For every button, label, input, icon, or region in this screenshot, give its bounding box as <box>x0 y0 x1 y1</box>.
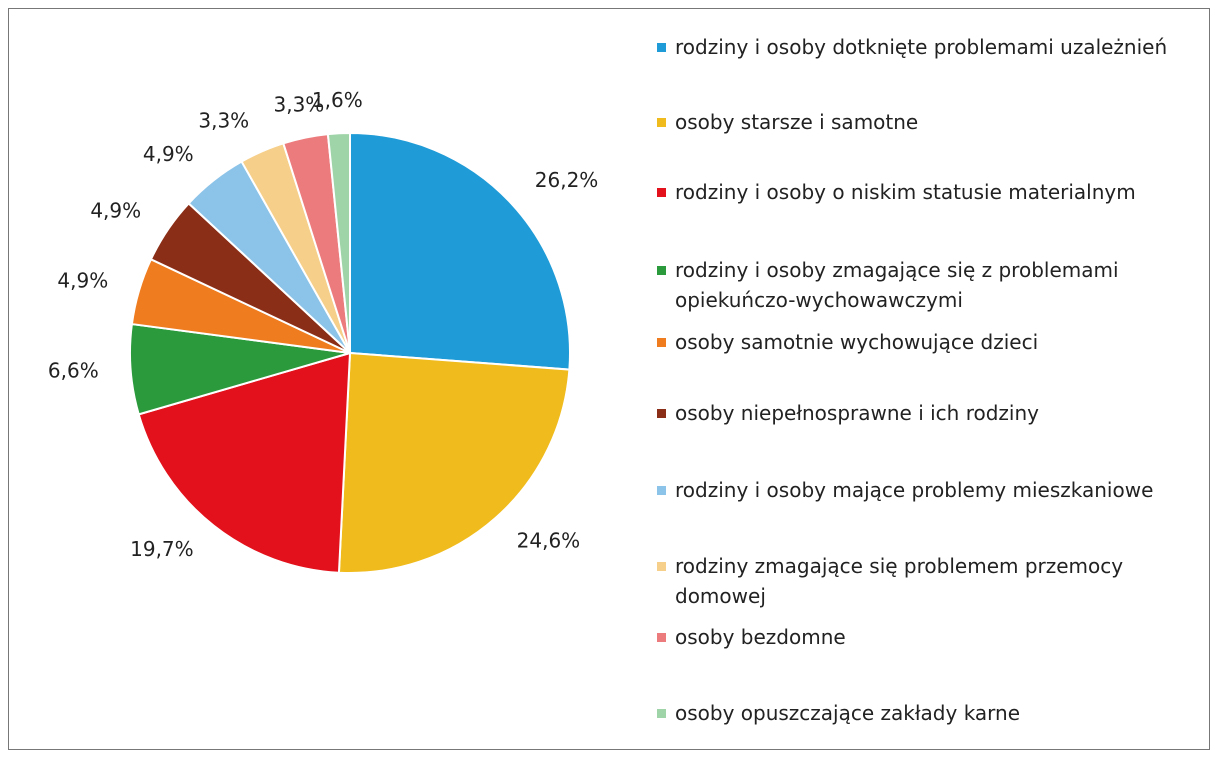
pie-slice <box>337 351 571 574</box>
data-label: 1,6% <box>312 88 363 112</box>
legend-swatch <box>657 118 666 127</box>
legend-label: rodziny i osoby zmagające się z problema… <box>675 258 1119 312</box>
legend-item: rodziny i osoby mające problemy mieszkan… <box>655 475 1200 505</box>
data-label: 4,9% <box>90 199 141 223</box>
legend-swatch <box>657 486 666 495</box>
legend-swatch <box>657 188 666 197</box>
legend-swatch <box>657 633 666 642</box>
legend-label: rodziny i osoby dotknięte problemami uza… <box>675 35 1168 59</box>
pie-slice <box>137 351 352 574</box>
legend-item: osoby niepełnosprawne i ich rodziny <box>655 398 1200 428</box>
legend-swatch <box>657 43 666 52</box>
data-label: 3,3% <box>273 93 324 117</box>
pie-slice <box>326 131 351 354</box>
data-label: 6,6% <box>48 358 99 382</box>
legend-item: rodziny i osoby o niskim statusie materi… <box>655 177 1200 207</box>
pie-slice <box>349 131 571 371</box>
data-label: 4,9% <box>143 142 194 166</box>
data-label: 26,2% <box>535 168 599 192</box>
legend-item: rodziny i osoby dotknięte problemami uza… <box>655 32 1200 62</box>
chart-frame <box>8 8 1210 750</box>
legend-swatch <box>657 266 666 275</box>
data-label: 3,3% <box>198 109 249 133</box>
legend-label: osoby bezdomne <box>675 625 846 649</box>
legend-item: osoby bezdomne <box>655 622 1200 652</box>
legend-item: osoby starsze i samotne <box>655 107 1200 137</box>
data-label: 24,6% <box>517 529 581 553</box>
legend-item: osoby opuszczające zakłady karne <box>655 698 1200 728</box>
legend-label: osoby niepełnosprawne i ich rodziny <box>675 401 1039 425</box>
legend-label: osoby starsze i samotne <box>675 110 919 134</box>
legend-swatch <box>657 409 666 418</box>
legend-label: osoby opuszczające zakłady karne <box>675 701 1021 725</box>
legend-swatch <box>657 338 666 347</box>
legend-item: rodziny i osoby zmagające się z problema… <box>655 255 1200 315</box>
legend-label: rodziny zmagające się problemem przemocy… <box>675 554 1124 608</box>
data-label: 19,7% <box>130 537 194 561</box>
legend-swatch <box>657 709 666 718</box>
data-label: 4,9% <box>57 268 108 292</box>
legend-label: osoby samotnie wychowujące dzieci <box>675 330 1039 354</box>
legend-label: rodziny i osoby o niskim statusie materi… <box>675 180 1136 204</box>
legend-swatch <box>657 562 666 571</box>
legend-item: rodziny zmagające się problemem przemocy… <box>655 551 1200 611</box>
legend-item: osoby samotnie wychowujące dzieci <box>655 327 1200 357</box>
legend-label: rodziny i osoby mające problemy mieszkan… <box>675 478 1154 502</box>
